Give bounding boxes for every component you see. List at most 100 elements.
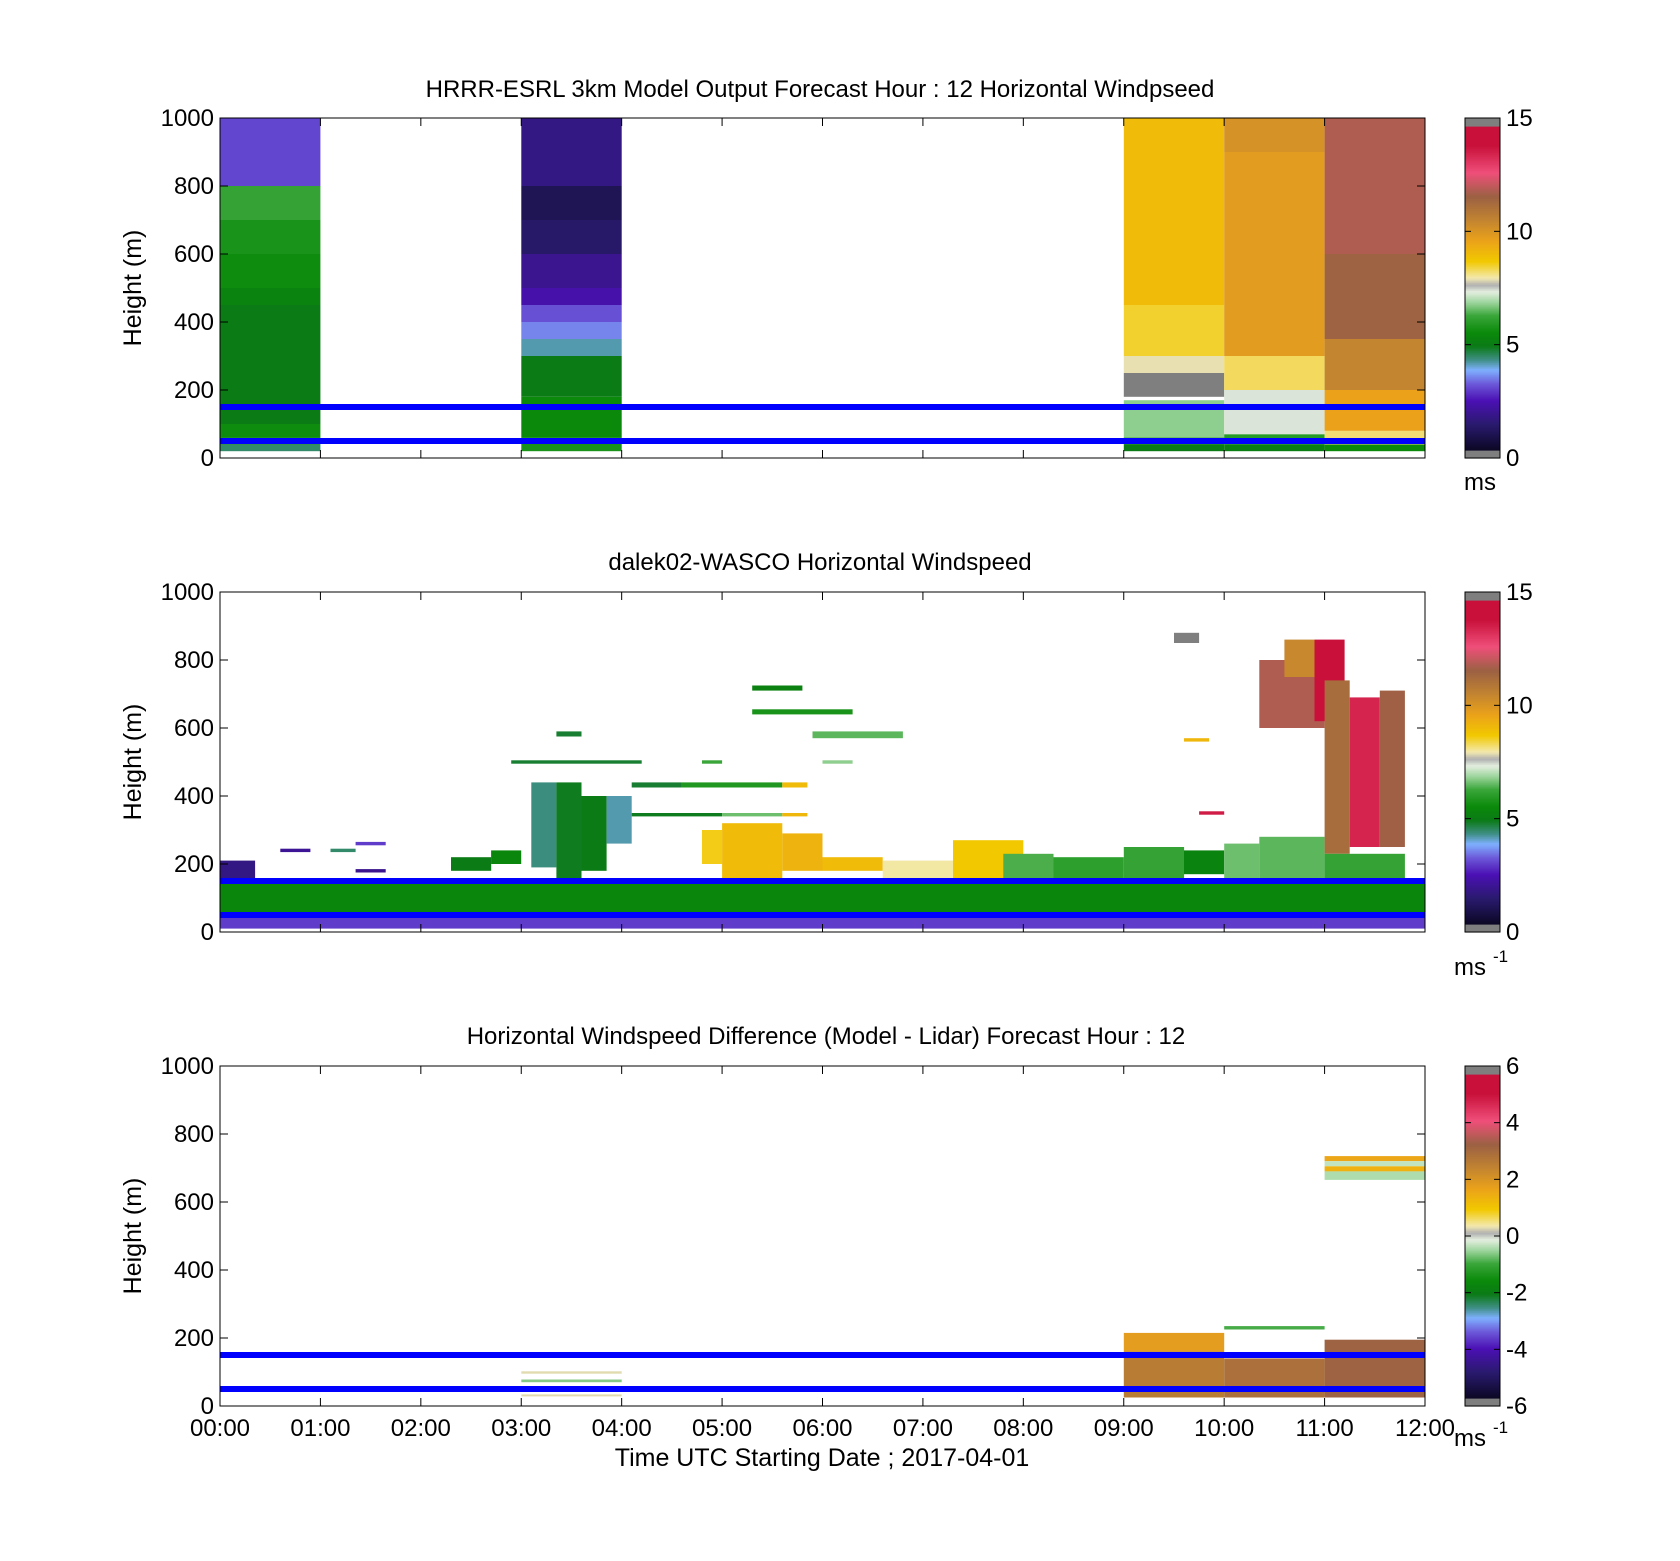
model-colorbar-swatch <box>1465 270 1500 273</box>
difference-colorbar-swatch <box>1465 1340 1500 1343</box>
lidar-heatmap-cell <box>1284 639 1315 677</box>
lidar-colorbar-swatch <box>1465 748 1500 751</box>
lidar-heatmap-cell <box>1053 857 1124 881</box>
lidar-colorbar-swatch <box>1465 796 1500 799</box>
lidar-colorbar-swatch <box>1465 910 1500 913</box>
lidar-y-tick-label: 800 <box>174 647 214 674</box>
model-colorbar-swatch <box>1465 410 1500 413</box>
lidar-colorbar-tick-label: 10 <box>1506 692 1533 719</box>
difference-colorbar-swatch <box>1465 1240 1500 1243</box>
lidar-colorbar-swatch <box>1465 596 1500 599</box>
model-colorbar-swatch <box>1465 384 1500 387</box>
model-heatmap-cell <box>521 339 622 356</box>
model-colorbar-swatch <box>1465 234 1500 237</box>
difference-colorbar-swatch <box>1465 1368 1500 1371</box>
lidar-colorbar-swatch <box>1465 818 1500 821</box>
difference-colorbar-swatch <box>1465 1108 1500 1111</box>
model-colorbar-swatch <box>1465 202 1500 205</box>
difference-colorbar-swatch <box>1465 1342 1500 1345</box>
difference-colorbar-swatch <box>1465 1400 1500 1403</box>
difference-colorbar-swatch <box>1465 1324 1500 1327</box>
difference-colorbar-swatch <box>1465 1128 1500 1131</box>
difference-colorbar-swatch <box>1465 1302 1500 1305</box>
lidar-colorbar-swatch <box>1465 640 1500 643</box>
lidar-colorbar-swatch <box>1465 768 1500 771</box>
model-colorbar-swatch <box>1465 126 1500 129</box>
lidar-y-ticks: 0 200 400 600 800 1000 <box>161 579 1425 946</box>
lidar-colorbar-swatch <box>1465 658 1500 661</box>
lidar-colorbar-swatch <box>1465 684 1500 687</box>
lidar-heatmap-cell <box>1324 853 1405 881</box>
difference-colorbar-swatch <box>1465 1116 1500 1119</box>
model-heatmap-cell <box>220 118 321 186</box>
difference-colorbar-swatch <box>1465 1210 1500 1213</box>
lidar-colorbar-swatch <box>1465 900 1500 903</box>
model-colorbar-swatch <box>1465 334 1500 337</box>
difference-colorbar-swatch <box>1465 1130 1500 1133</box>
model-colorbar-swatch <box>1465 170 1500 173</box>
model-colorbar-swatch <box>1465 276 1500 279</box>
lidar-colorbar-swatch <box>1465 822 1500 825</box>
model-heatmap-cell <box>1224 444 1325 452</box>
difference-colorbar-swatch <box>1465 1376 1500 1379</box>
difference-colorbar-swatch <box>1465 1286 1500 1289</box>
difference-heatmap-cell <box>521 1379 622 1383</box>
difference-colorbar-swatch <box>1465 1402 1500 1405</box>
model-colorbar-swatch <box>1465 432 1500 435</box>
model-heatmap-cell <box>521 186 622 220</box>
model-colorbar-swatch <box>1465 378 1500 381</box>
lidar-heatmap-cell <box>822 760 853 764</box>
lidar-colorbar-swatch <box>1465 858 1500 861</box>
difference-colorbar-swatch <box>1465 1238 1500 1241</box>
lidar-colorbar-swatch <box>1465 860 1500 863</box>
lidar-heatmap-cell <box>1224 843 1260 881</box>
model-colorbar-swatch <box>1465 120 1500 123</box>
model-heatmap-cell <box>220 424 321 438</box>
model-colorbar-swatch <box>1465 190 1500 193</box>
lidar-colorbar-swatch <box>1465 868 1500 871</box>
lidar-colorbar-swatch <box>1465 826 1500 829</box>
difference-colorbar-swatch <box>1465 1252 1500 1255</box>
lidar-colorbar-frame <box>1464 591 1501 933</box>
difference-colorbar-swatch <box>1465 1366 1500 1369</box>
model-colorbar-swatch <box>1465 164 1500 167</box>
model-colorbar-swatch <box>1465 350 1500 353</box>
model-colorbar-swatch <box>1465 448 1500 451</box>
difference-y-tick-label: 600 <box>174 1189 214 1216</box>
model-colorbar-swatch <box>1465 208 1500 211</box>
lidar-colorbar-swatch <box>1465 708 1500 711</box>
model-heatmap-cell <box>220 186 321 220</box>
lidar-colorbar-swatch <box>1465 602 1500 605</box>
lidar-colorbar-swatch <box>1465 696 1500 699</box>
difference-colorbar-swatch <box>1465 1136 1500 1139</box>
model-colorbar-swatch <box>1465 386 1500 389</box>
lidar-colorbar-swatch <box>1465 736 1500 739</box>
difference-colorbar-swatch <box>1465 1094 1500 1097</box>
difference-colorbar-unit-base: ms <box>1454 1425 1486 1452</box>
difference-colorbar-swatch <box>1465 1202 1500 1205</box>
lidar-colorbar-swatch <box>1465 806 1500 809</box>
model-heatmap-cell <box>1324 118 1425 254</box>
lidar-colorbar-swatch <box>1465 670 1500 673</box>
model-colorbar-swatch <box>1465 428 1500 431</box>
model-colorbar-swatch <box>1465 264 1500 267</box>
model-colorbar-swatch <box>1465 402 1500 405</box>
lidar-colorbar-swatch <box>1465 594 1500 597</box>
difference-colorbar-swatch <box>1465 1092 1500 1095</box>
lidar-colorbar-swatch <box>1465 604 1500 607</box>
model-heatmap-cell <box>1123 305 1225 356</box>
difference-colorbar-swatch <box>1465 1180 1500 1183</box>
lidar-heatmap-cell <box>812 731 903 739</box>
difference-colorbar-swatch <box>1465 1254 1500 1257</box>
lidar-colorbar-swatch <box>1465 794 1500 797</box>
model-heatmap-cell <box>220 254 321 288</box>
model-colorbar-swatch <box>1465 356 1500 359</box>
lidar-colorbar-swatch <box>1465 916 1500 919</box>
difference-colorbar-swatch <box>1465 1104 1500 1107</box>
lidar-colorbar-swatch <box>1465 740 1500 743</box>
model-heatmap-cell <box>1224 118 1325 152</box>
model-colorbar-swatch <box>1465 442 1500 445</box>
model-colorbar-swatch <box>1465 444 1500 447</box>
lidar-colorbar-swatch <box>1465 718 1500 721</box>
difference-colorbar-swatch <box>1465 1222 1500 1225</box>
